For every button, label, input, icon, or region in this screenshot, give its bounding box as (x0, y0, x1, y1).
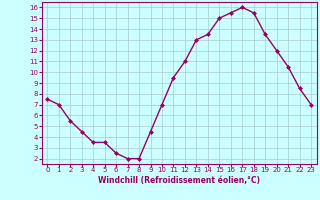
X-axis label: Windchill (Refroidissement éolien,°C): Windchill (Refroidissement éolien,°C) (98, 176, 260, 185)
